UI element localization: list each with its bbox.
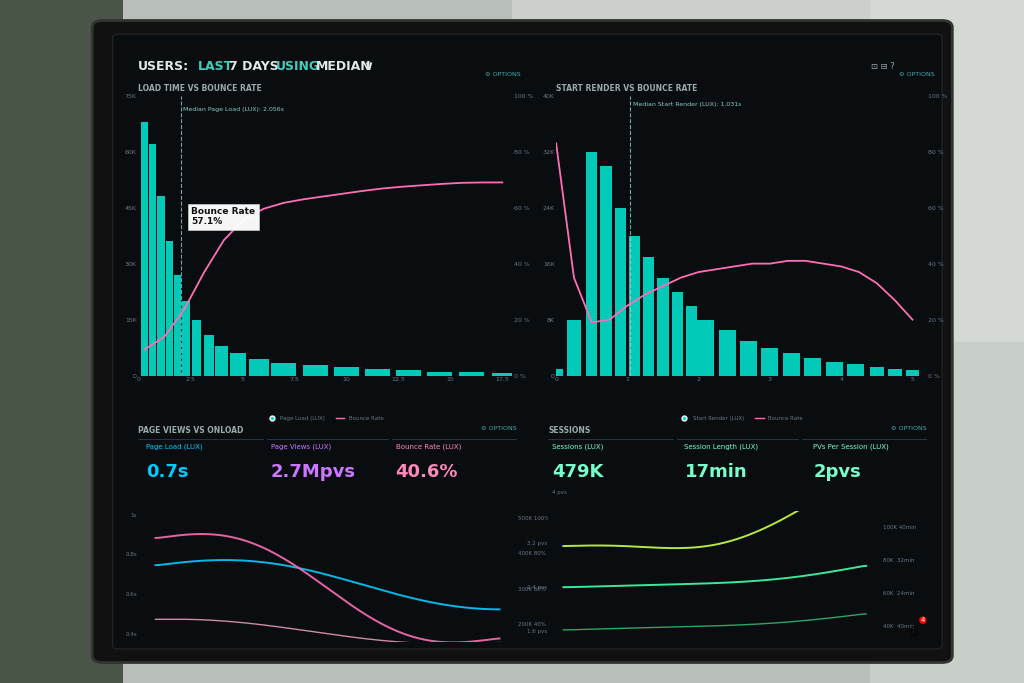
Text: Bounce Rate (LUX): Bounce Rate (LUX) bbox=[395, 443, 461, 450]
Text: 0.7s: 0.7s bbox=[145, 463, 188, 481]
Text: Bounce Rate
57.1%: Bounce Rate 57.1% bbox=[191, 207, 256, 227]
Text: START RENDER VS BOUNCE RATE: START RENDER VS BOUNCE RATE bbox=[556, 85, 697, 94]
Bar bbox=[643, 257, 654, 376]
Text: 2pvs: 2pvs bbox=[813, 463, 861, 481]
Bar bbox=[549, 369, 563, 376]
Text: 17min: 17min bbox=[684, 463, 748, 481]
Text: 479K: 479K bbox=[552, 463, 603, 481]
Bar bbox=[191, 320, 202, 376]
Bar bbox=[762, 348, 778, 376]
Bar bbox=[174, 275, 181, 376]
Bar bbox=[869, 367, 884, 376]
Bar bbox=[614, 208, 626, 376]
Bar bbox=[672, 292, 683, 376]
Bar bbox=[493, 373, 512, 376]
Bar bbox=[334, 367, 358, 376]
Bar bbox=[825, 361, 843, 376]
Text: MEDIAN: MEDIAN bbox=[315, 60, 372, 73]
Text: USERS:: USERS: bbox=[138, 60, 189, 73]
Text: Median Start Render (LUX): 1.031s: Median Start Render (LUX): 1.031s bbox=[633, 102, 741, 107]
Text: Page Load (LUX): Page Load (LUX) bbox=[145, 443, 203, 450]
Bar bbox=[249, 359, 269, 376]
Bar bbox=[629, 236, 640, 376]
Text: Median Page Load (LUX): 2.056s: Median Page Load (LUX): 2.056s bbox=[183, 107, 284, 111]
Bar bbox=[365, 369, 390, 376]
Text: 2.7Mpvs: 2.7Mpvs bbox=[270, 463, 355, 481]
Bar bbox=[600, 165, 611, 376]
Bar bbox=[740, 341, 757, 376]
Text: SESSIONS: SESSIONS bbox=[548, 426, 591, 435]
Bar bbox=[158, 197, 165, 376]
Bar bbox=[303, 365, 328, 376]
Bar bbox=[150, 144, 157, 376]
Bar bbox=[459, 372, 483, 376]
Text: ⊡ ⊟ ?: ⊡ ⊟ ? bbox=[871, 62, 895, 71]
Text: USING: USING bbox=[276, 60, 321, 73]
Bar bbox=[229, 353, 247, 376]
Bar bbox=[657, 277, 669, 376]
Bar bbox=[166, 241, 173, 376]
Text: ⚙ OPTIONS: ⚙ OPTIONS bbox=[891, 426, 927, 431]
Text: 7 DAYS: 7 DAYS bbox=[229, 60, 279, 73]
Text: PVs Per Session (LUX): PVs Per Session (LUX) bbox=[813, 443, 889, 450]
Bar bbox=[396, 370, 421, 376]
Text: LOAD TIME VS BOUNCE RATE: LOAD TIME VS BOUNCE RATE bbox=[138, 85, 262, 94]
Bar bbox=[215, 346, 228, 376]
Bar bbox=[697, 320, 715, 376]
Text: PAGE VIEWS VS ONLOAD: PAGE VIEWS VS ONLOAD bbox=[138, 426, 244, 435]
Text: ⚙ OPTIONS: ⚙ OPTIONS bbox=[481, 426, 517, 431]
Text: LAST: LAST bbox=[198, 60, 232, 73]
Text: Sessions (LUX): Sessions (LUX) bbox=[552, 443, 603, 450]
Bar bbox=[141, 122, 148, 376]
Bar bbox=[271, 363, 296, 376]
Bar bbox=[567, 320, 581, 376]
Text: 💬: 💬 bbox=[910, 626, 918, 636]
Bar bbox=[906, 370, 919, 376]
Legend: Start Render (LUX), Bounce Rate: Start Render (LUX), Bounce Rate bbox=[678, 414, 805, 423]
Text: Page Views (LUX): Page Views (LUX) bbox=[270, 443, 331, 450]
Text: ⚙ OPTIONS: ⚙ OPTIONS bbox=[484, 72, 520, 77]
Bar bbox=[182, 301, 190, 376]
Bar bbox=[888, 369, 902, 376]
Text: 4 pvs: 4 pvs bbox=[552, 490, 567, 494]
Text: 40.6%: 40.6% bbox=[395, 463, 458, 481]
Bar bbox=[782, 353, 800, 376]
Bar bbox=[719, 330, 735, 376]
Bar bbox=[686, 305, 697, 376]
Text: Session Length (LUX): Session Length (LUX) bbox=[684, 443, 759, 450]
Bar bbox=[804, 358, 821, 376]
Text: ∨: ∨ bbox=[362, 60, 373, 73]
Bar bbox=[427, 372, 453, 376]
Legend: Page Load (LUX), Bounce Rate: Page Load (LUX), Bounce Rate bbox=[265, 414, 386, 423]
Bar bbox=[847, 365, 864, 376]
Bar bbox=[204, 335, 214, 376]
Text: ⚙ OPTIONS: ⚙ OPTIONS bbox=[898, 72, 934, 77]
Text: 4: 4 bbox=[921, 617, 925, 623]
Bar bbox=[586, 152, 597, 376]
